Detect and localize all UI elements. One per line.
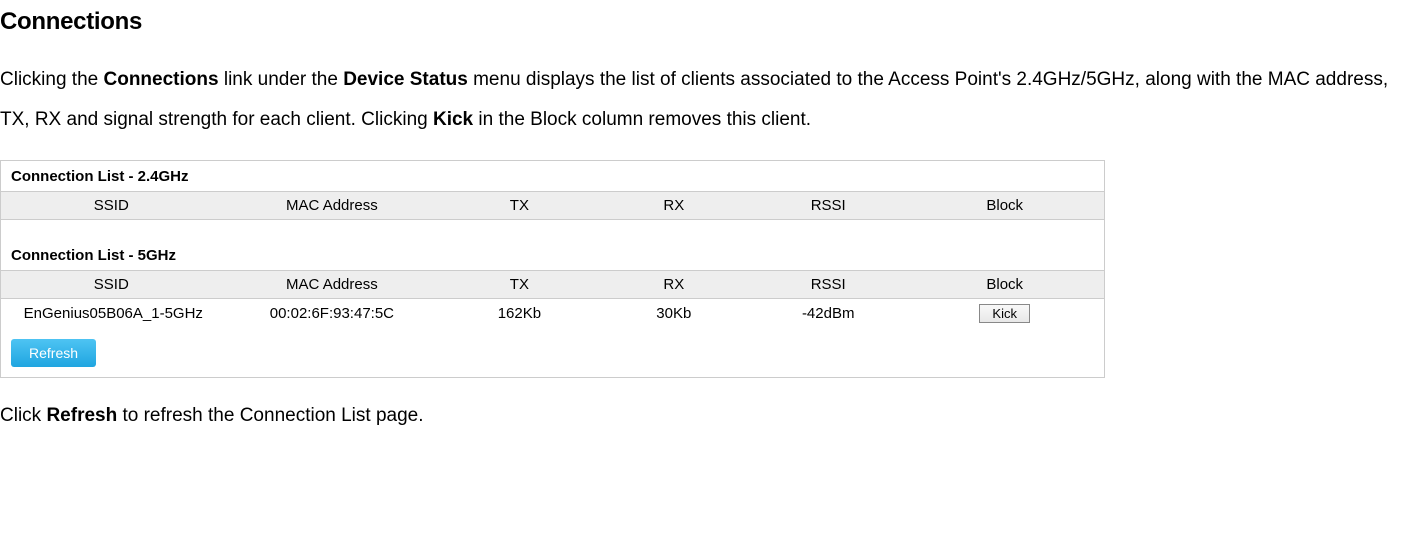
- col-header-tx: TX: [442, 191, 596, 219]
- col-header-rx: RX: [597, 270, 751, 298]
- footer-paragraph: Click Refresh to refresh the Connection …: [0, 396, 1403, 436]
- spacer: [1, 220, 1104, 240]
- col-header-rssi: RSSI: [751, 191, 905, 219]
- cell-block: Kick: [905, 298, 1104, 329]
- col-header-mac: MAC Address: [222, 191, 443, 219]
- col-header-mac: MAC Address: [222, 270, 443, 298]
- footer-text: to refresh the Connection List page.: [117, 405, 423, 426]
- connection-list-5ghz-title: Connection List - 5GHz: [1, 240, 1104, 270]
- kick-button[interactable]: Kick: [979, 304, 1030, 323]
- desc-text: in the Block column removes this client.: [473, 109, 811, 130]
- col-header-ssid: SSID: [1, 191, 222, 219]
- col-header-ssid: SSID: [1, 270, 222, 298]
- footer-text: Click: [0, 405, 46, 426]
- cell-rx: 30Kb: [597, 298, 751, 329]
- cell-tx: 162Kb: [442, 298, 596, 329]
- table-header-row: SSID MAC Address TX RX RSSI Block: [1, 191, 1104, 219]
- refresh-row: Refresh: [1, 329, 1104, 377]
- desc-text: link under the: [219, 69, 344, 90]
- table-header-row: SSID MAC Address TX RX RSSI Block: [1, 270, 1104, 298]
- col-header-tx: TX: [442, 270, 596, 298]
- desc-bold-device-status: Device Status: [343, 69, 468, 90]
- cell-mac: 00:02:6F:93:47:5C: [222, 298, 443, 329]
- page-title: Connections: [0, 8, 1403, 36]
- cell-ssid: EnGenius05B06A_1-5GHz: [1, 298, 222, 329]
- footer-bold-refresh: Refresh: [46, 405, 117, 426]
- connection-list-panel: Connection List - 2.4GHz SSID MAC Addres…: [0, 160, 1105, 378]
- col-header-rx: RX: [597, 191, 751, 219]
- col-header-block: Block: [905, 191, 1104, 219]
- col-header-block: Block: [905, 270, 1104, 298]
- connection-table-5ghz: SSID MAC Address TX RX RSSI Block EnGeni…: [1, 270, 1104, 329]
- col-header-rssi: RSSI: [751, 270, 905, 298]
- desc-text: Clicking the: [0, 69, 104, 90]
- desc-bold-kick: Kick: [433, 109, 473, 130]
- table-row: EnGenius05B06A_1-5GHz 00:02:6F:93:47:5C …: [1, 298, 1104, 329]
- connection-list-24ghz-title: Connection List - 2.4GHz: [1, 161, 1104, 191]
- cell-rssi: -42dBm: [751, 298, 905, 329]
- description-paragraph: Clicking the Connections link under the …: [0, 60, 1403, 140]
- refresh-button[interactable]: Refresh: [11, 339, 96, 367]
- connection-table-24ghz: SSID MAC Address TX RX RSSI Block: [1, 191, 1104, 220]
- desc-bold-connections: Connections: [104, 69, 219, 90]
